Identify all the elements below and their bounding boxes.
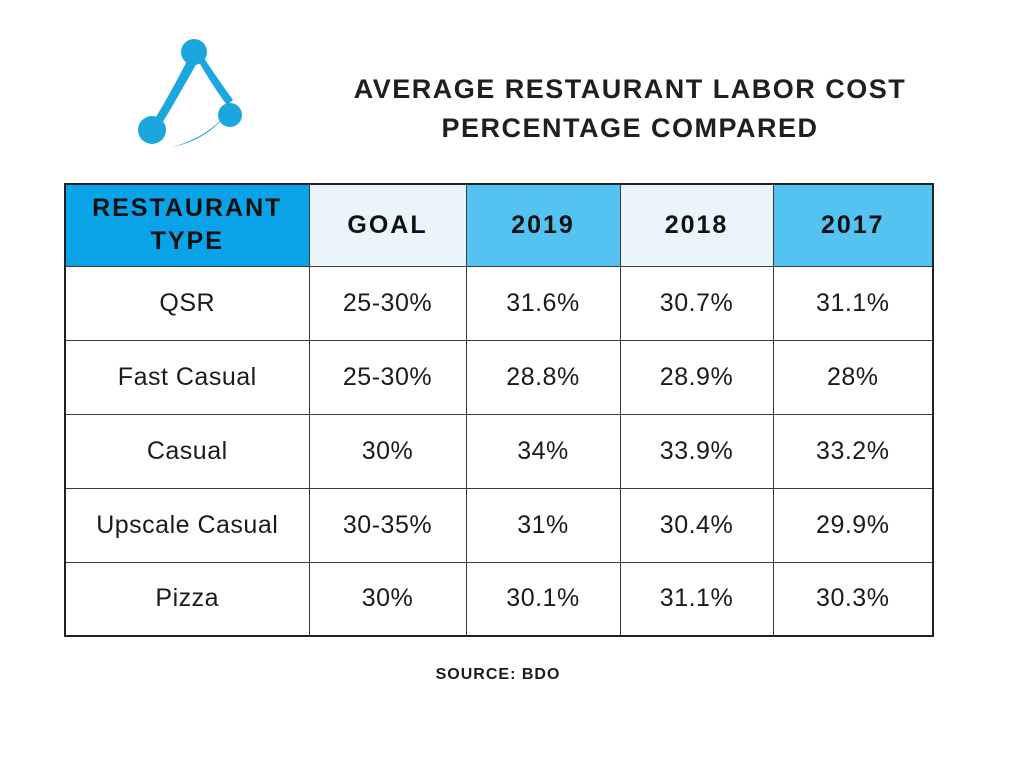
cell-2017: 28% xyxy=(772,339,934,415)
cell-2017: 30.3% xyxy=(772,561,934,637)
cell-goal: 30% xyxy=(308,561,467,637)
cell-2018: 31.1% xyxy=(619,561,774,637)
cell-type: Casual xyxy=(64,413,310,489)
column-header-2019: 2019 xyxy=(465,183,621,267)
cell-goal: 25-30% xyxy=(308,265,467,341)
cell-2018: 30.7% xyxy=(619,265,774,341)
cell-2019: 31% xyxy=(465,487,621,563)
header-row: RESTAURANT TYPE GOAL 2019 2018 2017 xyxy=(64,183,934,267)
cell-2019: 31.6% xyxy=(465,265,621,341)
column-header-2018: 2018 xyxy=(619,183,774,267)
cell-2018: 28.9% xyxy=(619,339,774,415)
cell-goal: 25-30% xyxy=(308,339,467,415)
cell-2017: 31.1% xyxy=(772,265,934,341)
page-title-line1: AVERAGE RESTAURANT LABOR COST xyxy=(353,74,907,104)
cell-2018: 33.9% xyxy=(619,413,774,489)
table-row-qsr: QSR 25-30% 31.6% 30.7% 31.1% xyxy=(64,265,934,341)
column-header-2017: 2017 xyxy=(772,183,934,267)
cell-2017: 33.2% xyxy=(772,413,934,489)
cell-2019: 34% xyxy=(465,413,621,489)
source-note: SOURCE: BDO xyxy=(435,666,561,683)
table-row-casual: Casual 30% 34% 33.9% 33.2% xyxy=(64,413,934,489)
table-row-fast-casual: Fast Casual 25-30% 28.8% 28.9% 28% xyxy=(64,339,934,415)
cell-2019: 30.1% xyxy=(465,561,621,637)
page-title-line2: PERCENTAGE COMPARED xyxy=(441,113,819,143)
table-row-pizza: Pizza 30% 30.1% 31.1% 30.3% xyxy=(64,561,934,637)
cell-2019: 28.8% xyxy=(465,339,621,415)
cell-goal: 30% xyxy=(308,413,467,489)
cell-goal: 30-35% xyxy=(308,487,467,563)
column-header-goal: GOAL xyxy=(308,183,467,267)
table-row-upscale-casual: Upscale Casual 30-35% 31% 30.4% 29.9% xyxy=(64,487,934,563)
cell-2018: 30.4% xyxy=(619,487,774,563)
cell-type: QSR xyxy=(64,265,310,341)
triangle-network-logo-icon xyxy=(138,39,242,147)
cell-2017: 29.9% xyxy=(772,487,934,563)
page-title: AVERAGE RESTAURANT LABOR COST PERCENTAGE… xyxy=(290,70,970,148)
cell-type: Fast Casual xyxy=(64,339,310,415)
cell-type: Upscale Casual xyxy=(64,487,310,563)
labor-cost-table: RESTAURANT TYPE GOAL 2019 2018 2017 QSR … xyxy=(64,183,934,637)
column-header-restaurant-type: RESTAURANT TYPE xyxy=(64,183,310,267)
cell-type: Pizza xyxy=(64,561,310,637)
